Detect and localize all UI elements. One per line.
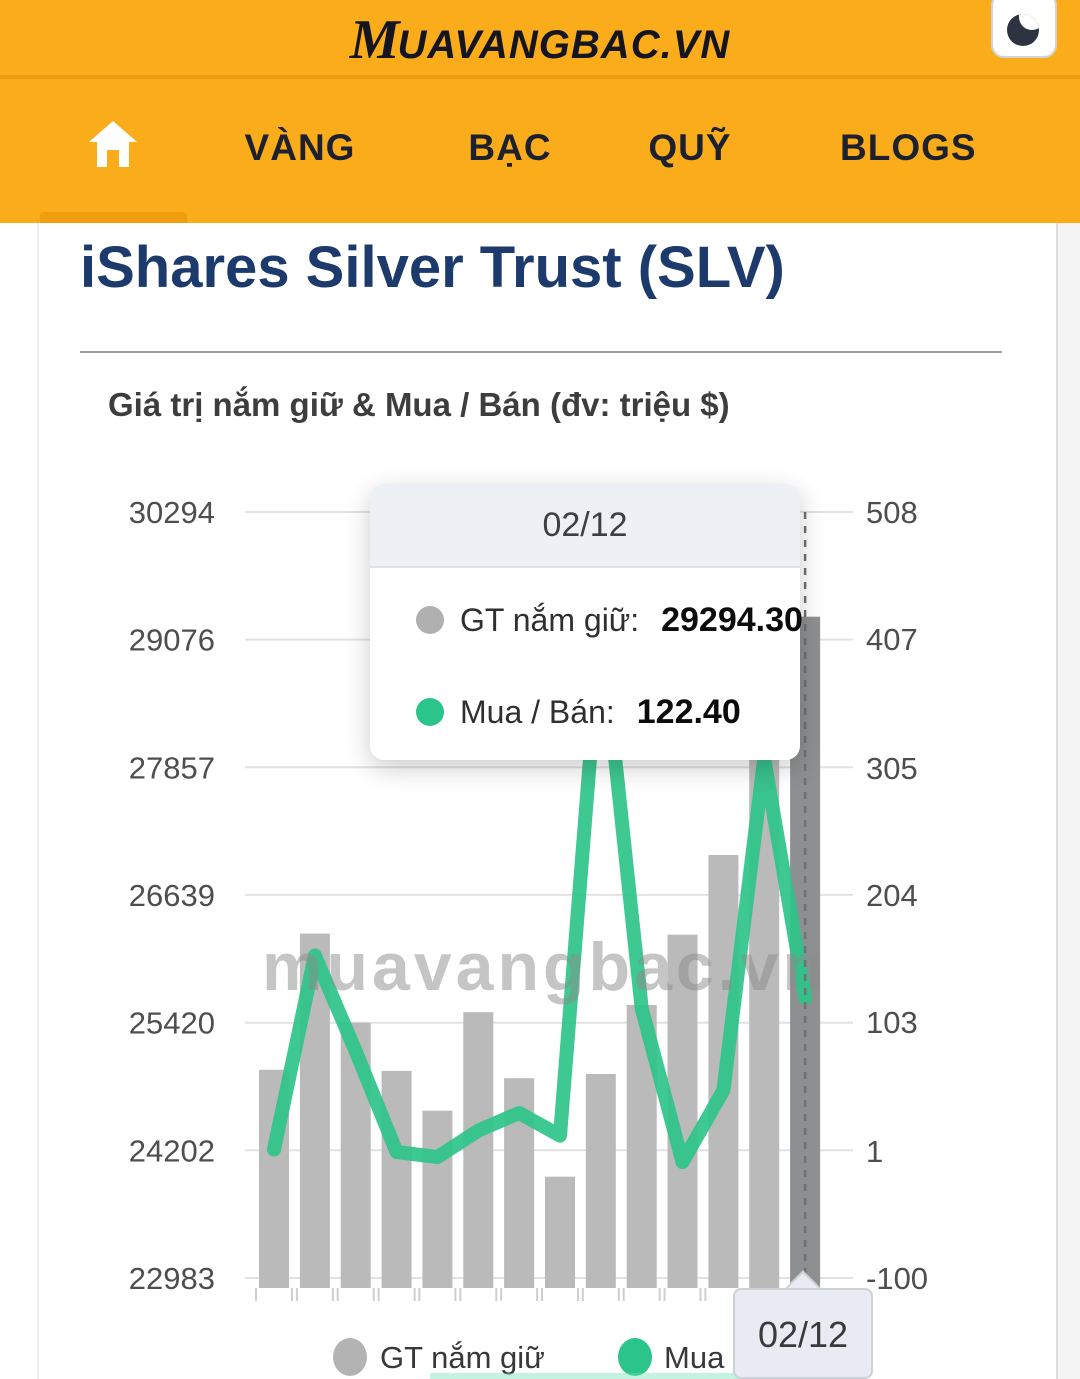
gray-series-dot-icon (416, 606, 444, 634)
tooltip-label-holdings: GT nắm giữ: (460, 601, 640, 638)
content-card-edge (37, 223, 39, 1379)
tooltip-date: 02/12 (370, 484, 800, 568)
svg-text:30294: 30294 (129, 495, 215, 530)
svg-text:24202: 24202 (129, 1133, 215, 1168)
nav-tab-indicator (40, 212, 187, 223)
site-logo-initial: M (349, 9, 400, 71)
svg-text:407: 407 (866, 622, 918, 657)
green-series-dot-icon (416, 698, 444, 726)
tooltip-value-holdings: 29294.30 (661, 600, 803, 639)
axis-labels: 30294 29076 27857 26639 25420 24202 22983 508 40… (129, 495, 928, 1296)
svg-text:508: 508 (866, 495, 918, 530)
chart-title: Giá trị nắm giữ & Mua / Bán (đv: triệu $… (108, 386, 730, 423)
svg-text:29076: 29076 (129, 623, 215, 658)
x-axis-label-box: 02/12 (733, 1288, 873, 1379)
nav-item-blogs[interactable]: BLOGS (840, 127, 977, 168)
svg-text:22983: 22983 (129, 1261, 215, 1296)
svg-text:305: 305 (866, 751, 918, 786)
bar[interactable] (585, 1074, 616, 1288)
site-logo[interactable]: MUAVANGBAC.VN (0, 8, 1080, 72)
svg-text:26639: 26639 (129, 878, 215, 913)
top-banner (0, 0, 1080, 79)
tooltip-row-holdings: GT nắm giữ: 29294.30 (416, 600, 803, 640)
legend-dot-mua-ban[interactable] (618, 1338, 652, 1376)
page-title: iShares Silver Trust (SLV) (80, 235, 785, 300)
tooltip-row-buysell: Mua / Bán: 122.40 (416, 692, 776, 732)
bar[interactable] (545, 1176, 575, 1288)
svg-text:muavangbac.vn: muavangbac.vn (262, 929, 828, 1005)
tooltip-label-buysell: Mua / Bán: (460, 693, 615, 730)
line-series-mua-ban[interactable] (267, 615, 813, 1170)
tooltip-value-buysell: 122.40 (636, 692, 741, 731)
scrollbar-track[interactable] (1056, 223, 1080, 1379)
nav-item-bac[interactable]: BẠC (468, 127, 552, 168)
watermark: muavangbac.vn (262, 929, 828, 1005)
nav-item-quy[interactable]: QUỸ (648, 127, 732, 168)
title-divider (80, 351, 1002, 353)
home-icon[interactable] (88, 120, 138, 168)
dark-mode-toggle-button[interactable] (991, 0, 1057, 58)
legend-dot-gt-nam-giu[interactable] (333, 1338, 367, 1376)
svg-text:204: 204 (866, 878, 918, 913)
legend-label-gt-nam-giu[interactable]: GT nắm giữ (380, 1340, 545, 1375)
svg-text:103: 103 (866, 1005, 918, 1040)
chart-tooltip: 02/12 GT nắm giữ: 29294.30 Mua / Bán: 12… (370, 484, 803, 760)
main-nav: VÀNG BẠC QUỸ BLOGS (0, 79, 1080, 223)
moon-icon (1007, 14, 1039, 46)
bar[interactable] (381, 1070, 412, 1288)
svg-text:-100: -100 (866, 1261, 928, 1296)
bar[interactable] (422, 1110, 453, 1288)
svg-text:1: 1 (866, 1134, 883, 1169)
site-logo-text: UAVANGBAC.VN (397, 23, 731, 67)
svg-text:25420: 25420 (129, 1006, 215, 1041)
legend-highlight-strip (430, 1373, 750, 1379)
svg-text:27857: 27857 (129, 750, 215, 785)
nav-item-vang[interactable]: VÀNG (244, 127, 356, 168)
bar[interactable] (463, 1012, 494, 1288)
